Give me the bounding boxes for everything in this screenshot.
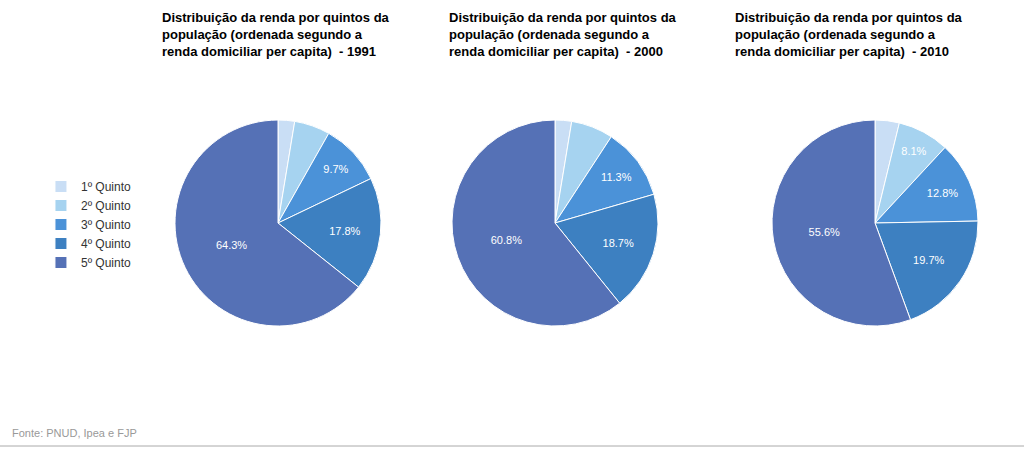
svg-text:2º Quinto: 2º Quinto <box>81 199 131 213</box>
svg-text:55.6%: 55.6% <box>809 226 840 238</box>
svg-text:19.7%: 19.7% <box>913 254 944 266</box>
svg-text:1º Quinto: 1º Quinto <box>81 180 131 194</box>
svg-text:5º Quinto: 5º Quinto <box>81 256 131 270</box>
svg-text:Fonte: PNUD, Ipea e FJP: Fonte: PNUD, Ipea e FJP <box>12 427 137 439</box>
svg-text:4º Quinto: 4º Quinto <box>81 237 131 251</box>
svg-text:3º Quinto: 3º Quinto <box>81 218 131 232</box>
svg-text:17.8%: 17.8% <box>329 225 360 237</box>
svg-text:18.7%: 18.7% <box>603 237 634 249</box>
svg-text:8.1%: 8.1% <box>901 145 926 157</box>
svg-text:Distribuição da renda por quin: Distribuição da renda por quintos dapopu… <box>449 10 677 59</box>
svg-text:12.8%: 12.8% <box>927 187 958 199</box>
svg-text:Distribuição da renda por quin: Distribuição da renda por quintos dapopu… <box>162 10 390 59</box>
svg-text:11.3%: 11.3% <box>601 171 632 183</box>
svg-text:60.8%: 60.8% <box>491 234 522 246</box>
svg-text:Distribuição da renda por quin: Distribuição da renda por quintos dapopu… <box>735 10 963 59</box>
svg-text:64.3%: 64.3% <box>216 239 247 251</box>
svg-text:9.7%: 9.7% <box>323 163 348 175</box>
